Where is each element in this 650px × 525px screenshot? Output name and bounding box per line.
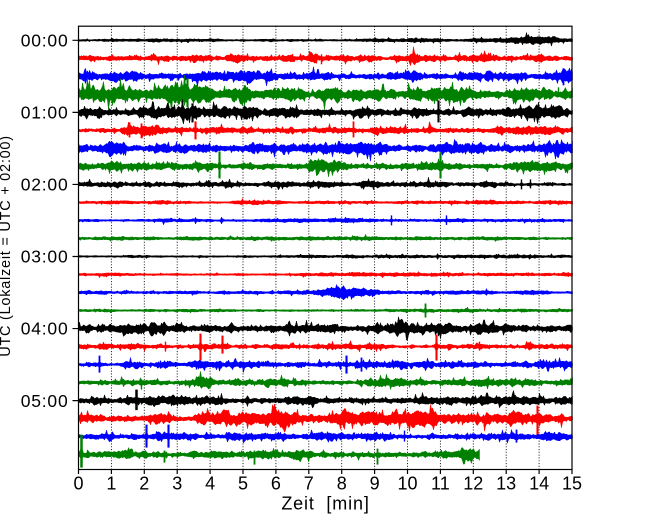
svg-text:03:00: 03:00 [21, 247, 69, 267]
svg-text:11: 11 [431, 474, 450, 494]
svg-text:13: 13 [496, 474, 516, 494]
svg-text:1: 1 [106, 474, 116, 494]
svg-text:9: 9 [370, 474, 380, 494]
svg-text:15: 15 [562, 474, 582, 494]
svg-text:8: 8 [337, 474, 347, 494]
svg-text:5: 5 [238, 474, 248, 494]
svg-text:00:00: 00:00 [21, 31, 69, 51]
svg-text:0: 0 [73, 474, 83, 494]
svg-text:01:00: 01:00 [21, 103, 69, 123]
svg-text:UTC (Lokalzeit = UTC + 02:00): UTC (Lokalzeit = UTC + 02:00) [0, 135, 14, 357]
svg-text:14: 14 [529, 474, 549, 494]
svg-text:12: 12 [463, 474, 483, 494]
svg-text:2: 2 [139, 474, 149, 494]
svg-text:4: 4 [205, 474, 215, 494]
svg-text:7: 7 [304, 474, 314, 494]
svg-text:3: 3 [172, 474, 182, 494]
svg-text:6: 6 [271, 474, 281, 494]
svg-text:10: 10 [397, 474, 417, 494]
svg-text:05:00: 05:00 [21, 391, 69, 411]
svg-text:04:00: 04:00 [21, 319, 69, 339]
svg-text:02:00: 02:00 [21, 175, 69, 195]
svg-text:Zeit [min]: Zeit [min] [281, 494, 369, 514]
